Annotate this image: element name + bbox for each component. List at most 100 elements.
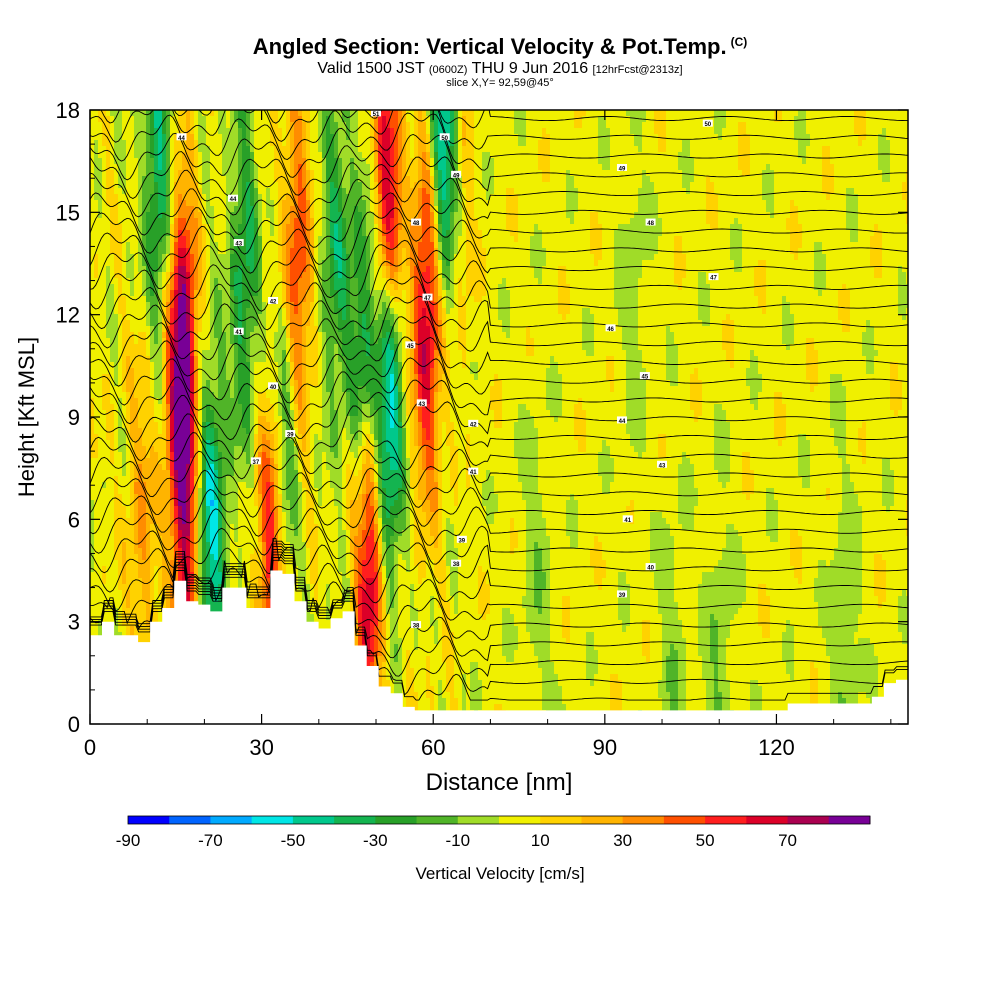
field-cell (270, 170, 275, 177)
field-cell (182, 446, 187, 453)
field-cell (202, 116, 207, 123)
field-cell (270, 506, 275, 513)
field-cell (246, 212, 251, 219)
field-cell (134, 506, 139, 513)
field-cell (278, 416, 283, 423)
field-cell (138, 554, 143, 561)
field-cell (90, 512, 95, 519)
field-cell (146, 500, 151, 507)
field-cell (238, 200, 243, 207)
field-cell (110, 140, 115, 147)
field-cell (198, 308, 203, 315)
field-cell (266, 260, 271, 267)
field-cell (94, 566, 99, 573)
field-cell (142, 386, 147, 393)
field-cell (126, 470, 131, 477)
field-cell (226, 290, 231, 297)
field-cell (154, 416, 159, 423)
field-cell (134, 530, 139, 537)
field-cell (106, 512, 111, 519)
field-cell (170, 386, 175, 393)
field-cell (198, 434, 203, 441)
field-cell (182, 344, 187, 351)
field-cell (250, 170, 255, 177)
field-cell (254, 410, 259, 417)
field-cell (254, 464, 259, 471)
field-cell (262, 206, 267, 213)
field-cell (214, 386, 219, 393)
field-cell (122, 554, 127, 561)
field-cell (226, 578, 231, 585)
field-cell (130, 122, 135, 129)
field-cell (186, 206, 191, 213)
field-cell (254, 380, 259, 387)
field-cell (110, 470, 115, 477)
field-cell (214, 404, 219, 411)
field-cell (270, 488, 275, 495)
field-cell (126, 182, 131, 189)
field-cell (270, 332, 275, 339)
field-cell (118, 320, 123, 327)
field-cell (174, 308, 179, 315)
field-cell (258, 314, 263, 321)
field-cell (150, 152, 155, 159)
field-cell (126, 290, 131, 297)
field-cell (98, 584, 103, 591)
field-cell (138, 470, 143, 477)
field-cell (218, 386, 223, 393)
field-cell (106, 584, 111, 591)
field-cell (250, 350, 255, 357)
field-cell (182, 350, 187, 357)
field-cell (158, 314, 163, 321)
field-cell (186, 194, 191, 201)
field-cell (230, 146, 235, 153)
field-cell (158, 548, 163, 555)
field-cell (146, 548, 151, 555)
field-cell (122, 146, 127, 153)
field-cell (246, 566, 251, 573)
field-cell (178, 416, 183, 423)
field-cell (206, 506, 211, 513)
field-cell (262, 602, 267, 609)
field-cell (254, 524, 259, 531)
field-cell (206, 164, 211, 171)
field-cell (162, 152, 167, 159)
field-cell (162, 314, 167, 321)
field-cell (254, 404, 259, 411)
field-cell (182, 488, 187, 495)
field-cell (90, 260, 95, 267)
field-cell (90, 188, 95, 195)
field-cell (162, 494, 167, 501)
field-cell (166, 566, 171, 573)
field-cell (262, 368, 267, 375)
field-cell (90, 518, 95, 525)
field-cell (150, 458, 155, 465)
field-cell (242, 458, 247, 465)
field-cell (206, 212, 211, 219)
field-cell (142, 320, 147, 327)
field-cell (194, 542, 199, 549)
field-cell (98, 476, 103, 483)
field-cell (266, 368, 271, 375)
field-cell (158, 596, 163, 603)
field-cell (222, 452, 227, 459)
field-cell (206, 338, 211, 345)
field-cell (214, 494, 219, 501)
field-cell (114, 602, 119, 609)
field-cell (246, 578, 251, 585)
field-cell (114, 230, 119, 237)
field-cell (190, 212, 195, 219)
field-cell (194, 560, 199, 567)
field-cell (130, 230, 135, 237)
field-cell (198, 482, 203, 489)
field-cell (210, 416, 215, 423)
field-cell (114, 458, 119, 465)
field-cell (178, 146, 183, 153)
field-cell (210, 380, 215, 387)
field-cell (102, 164, 107, 171)
field-cell (198, 380, 203, 387)
field-cell (254, 536, 259, 543)
field-cell (114, 530, 119, 537)
field-cell (174, 464, 179, 471)
field-cell (102, 212, 107, 219)
